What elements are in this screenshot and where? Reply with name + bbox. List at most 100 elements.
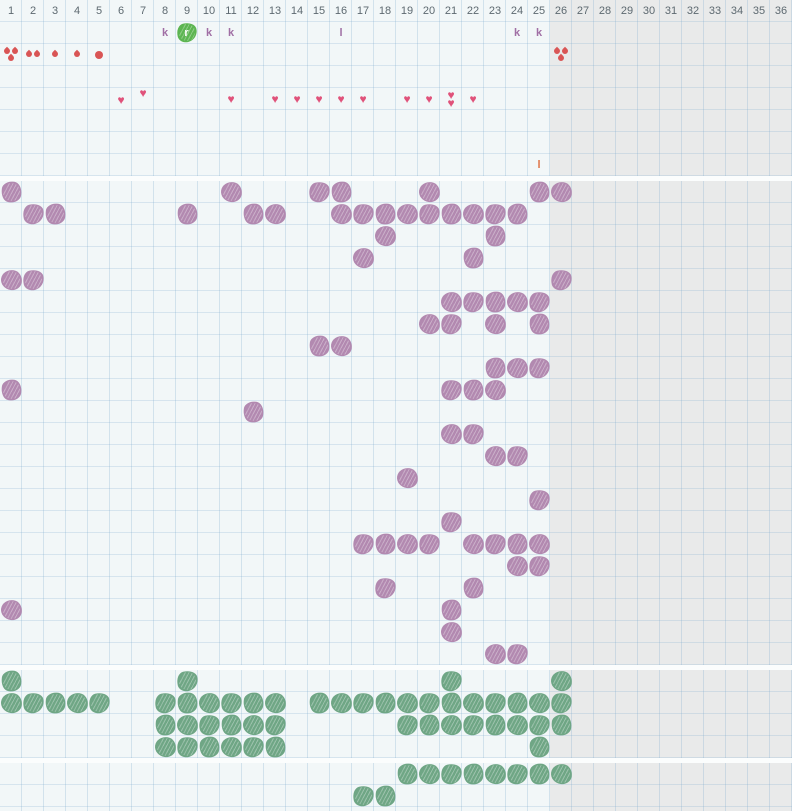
letter-marker-k: k <box>161 27 169 39</box>
green-scribble-blob-icon <box>265 737 286 757</box>
heart-icon: ♥ <box>286 88 308 110</box>
letter-marker-l: l <box>339 27 343 39</box>
purple-scribble-blob-icon <box>485 534 506 554</box>
drop-icon <box>24 49 34 59</box>
purple-scribble-blob-icon <box>419 534 440 554</box>
column-header-label: 13 <box>268 5 282 17</box>
green-scribble-blob-icon <box>221 693 242 713</box>
purple-scribble-blob-icon <box>397 534 418 554</box>
green-scribble-blob-icon <box>67 693 88 713</box>
green-scribble-blob-icon <box>419 764 440 784</box>
column-header-label: 3 <box>51 5 59 17</box>
green-scribble-blob-icon <box>441 693 462 713</box>
red-dot-icon <box>88 44 110 66</box>
column-header-label: 2 <box>29 5 37 17</box>
column-header-label: 20 <box>422 5 436 17</box>
green-scribble-blob-icon <box>265 693 286 713</box>
purple-scribble-blob-icon <box>441 600 462 620</box>
purple-scribble-blob-icon <box>507 446 528 466</box>
purple-scribble-blob-icon <box>507 204 528 224</box>
letter-marker-k: k <box>227 27 235 39</box>
green-scribble-blob-icon <box>551 693 572 713</box>
green-scribble-blob-icon <box>419 693 440 713</box>
purple-scribble-blob-icon <box>529 490 550 510</box>
purple-scribble-blob-icon <box>463 248 484 268</box>
purple-scribble-blob-icon <box>243 204 264 224</box>
green-scribble-blob-icon <box>177 671 198 691</box>
column-header-label: 21 <box>444 5 458 17</box>
purple-scribble-blob-icon <box>441 512 462 532</box>
column-header-label: 5 <box>95 5 103 17</box>
column-header-label: 10 <box>202 5 216 17</box>
green-scribble-blob-icon <box>375 693 396 713</box>
purple-scribble-blob-icon <box>507 292 528 312</box>
letter-marker-l: l <box>537 159 541 171</box>
heart-glyph: ♥ <box>469 92 477 106</box>
purple-scribble-blob-icon <box>485 204 506 224</box>
green-scribble-blob-icon <box>199 715 220 735</box>
green-scribble-blob-icon <box>507 764 528 784</box>
heart-icon: ♥ <box>220 88 242 110</box>
purple-scribble-blob-icon <box>485 226 506 246</box>
purple-scribble-blob-icon <box>441 292 462 312</box>
purple-scribble-blob-icon <box>375 578 396 598</box>
green-scribble-blob-icon <box>375 786 396 806</box>
events-grid-section: k r k k l k k ♥ ♥ ♥ ♥ ♥ ♥ ♥ ♥ ♥ ♥ ♥ ♥ ♥ l <box>0 22 792 176</box>
heart-icon: ♥ <box>330 88 352 110</box>
heart-glyph: ♥ <box>447 88 455 102</box>
purple-scribble-blob-icon <box>463 424 484 444</box>
green-scribble-blob-icon <box>243 737 264 757</box>
green-scribble-blob-icon <box>221 715 242 735</box>
green-scribble-blob-icon <box>507 715 528 735</box>
green-scribble-blob-icon <box>265 715 286 735</box>
heart-glyph: ♥ <box>315 92 323 106</box>
green-scribble-blob-icon <box>529 764 550 784</box>
green-scribble-blob-icon <box>463 715 484 735</box>
column-header-label: 25 <box>532 5 546 17</box>
column-header-label: 12 <box>246 5 260 17</box>
column-header-label: 29 <box>620 5 634 17</box>
green-scribble-blob-icon <box>45 693 66 713</box>
column-header-label: 11 <box>225 5 237 17</box>
heart-glyph: ♥ <box>271 92 279 106</box>
purple-scribble-blob-icon <box>1 270 22 290</box>
column-header-label: 26 <box>554 5 568 17</box>
purple-scribble-blob-icon <box>485 292 506 312</box>
green-scribble-blob-icon <box>243 715 264 735</box>
letter-marker-k: k <box>205 27 213 39</box>
purple-scribble-blob-icon <box>485 446 506 466</box>
purple-scribble-blob-icon <box>353 534 374 554</box>
heart-glyph: ♥ <box>139 86 147 100</box>
green-scribble-blob-icon <box>507 693 528 713</box>
heart-glyph: ♥ <box>359 92 367 106</box>
purple-scribble-blob-icon <box>397 468 418 488</box>
purple-scribble-blob-icon <box>177 204 198 224</box>
heart-glyph: ♥ <box>293 92 301 106</box>
heart-icon: ♥ <box>396 88 418 110</box>
column-header-label: 35 <box>752 5 766 17</box>
purple-scribble-blob-icon <box>485 314 506 334</box>
heart-glyph: ♥ <box>403 92 411 106</box>
green-scribble-blob-icon <box>441 671 462 691</box>
purple-scribble-blob-icon <box>23 204 44 224</box>
section-separator <box>0 758 792 763</box>
purple-scribble-blob-icon <box>529 182 550 202</box>
green-blob-grid-section-2 <box>0 763 792 811</box>
green-scribble-blob-icon <box>485 693 506 713</box>
column-header-label: 33 <box>708 5 722 17</box>
heart-icon: ♥ ♥ <box>440 88 462 110</box>
purple-scribble-blob-icon <box>463 380 484 400</box>
column-header-label: 1 <box>7 5 15 17</box>
heart-icon: ♥ <box>264 88 286 110</box>
green-scribble-blob-icon <box>1 671 22 691</box>
purple-scribble-blob-icon <box>463 578 484 598</box>
column-header-label: 6 <box>117 5 125 17</box>
green-scribble-blob-icon <box>353 693 374 713</box>
purple-scribble-blob-icon <box>529 556 550 576</box>
heart-icon: ♥ <box>308 88 330 110</box>
column-header-label: 36 <box>774 5 788 17</box>
green-scribble-blob-icon <box>397 764 418 784</box>
green-scribble-blob-icon <box>485 764 506 784</box>
green-scribble-blob-icon <box>419 715 440 735</box>
purple-scribble-blob-icon <box>23 270 44 290</box>
